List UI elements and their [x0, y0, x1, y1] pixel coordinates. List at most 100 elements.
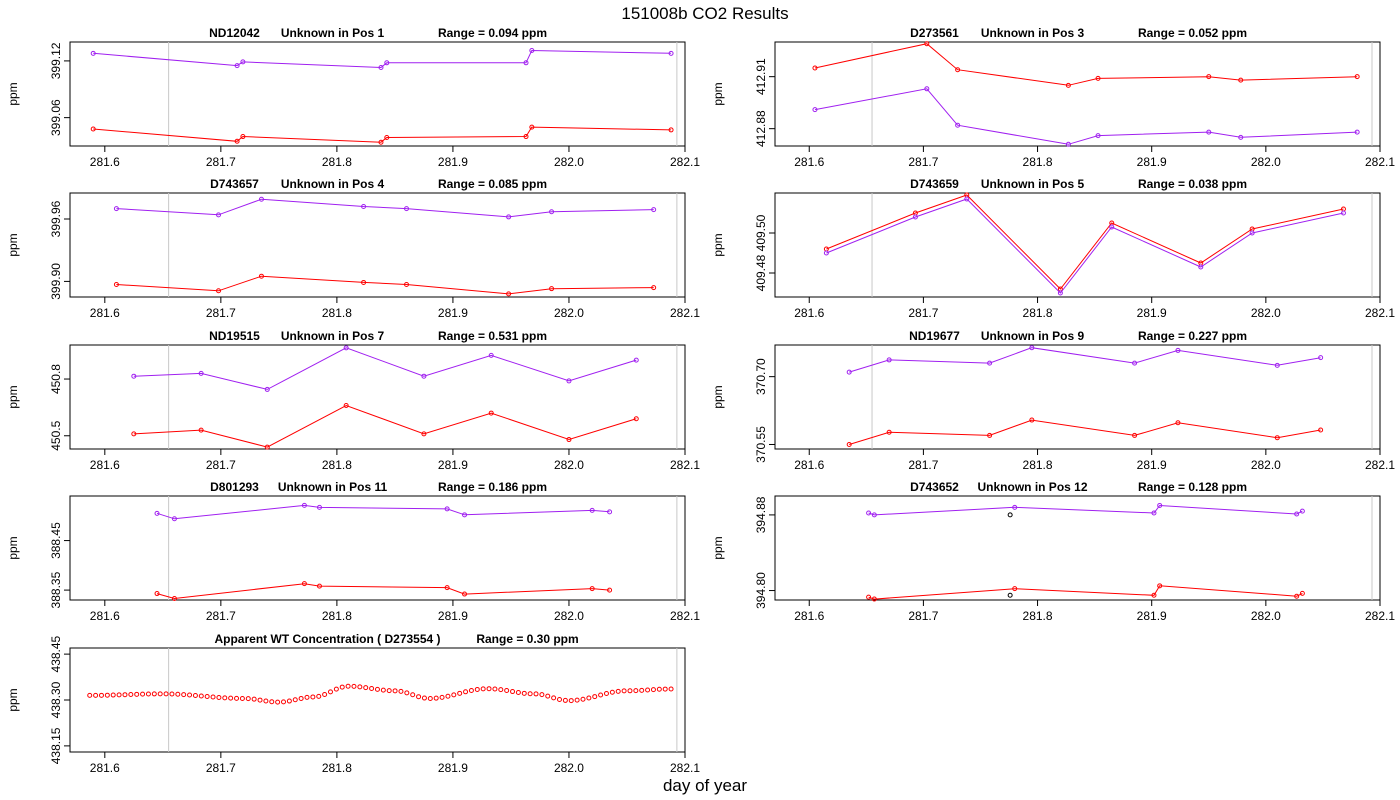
data-point-lower — [633, 416, 639, 422]
panel-frame — [69, 647, 686, 753]
y-tick-label: 450.8 — [49, 364, 63, 394]
data-point-WT — [650, 687, 656, 693]
data-point-WT — [586, 695, 592, 701]
data-point-WT — [357, 684, 363, 690]
data-point-upper — [488, 352, 494, 358]
y-axis-label: ppm — [6, 536, 20, 559]
figure-xlabel: day of year — [663, 776, 747, 795]
data-point-WT — [316, 693, 322, 699]
data-point-lower — [1029, 417, 1035, 423]
series-line-lower — [849, 419, 1321, 445]
panel-1: ND12042 Unknown in Pos 1 Range = 0.094 ppm… — [6, 26, 700, 169]
panel-5: ND19515 Unknown in Pos 7 Range = 0.531 ppm… — [6, 329, 700, 472]
data-point-upper — [1175, 347, 1181, 353]
data-point-lower — [812, 107, 818, 113]
panel-frame — [69, 344, 686, 450]
data-point-WT — [533, 691, 539, 697]
data-point-WT — [116, 692, 122, 698]
x-tick-label: 282.0 — [554, 458, 584, 472]
y-tick-label: 370.70 — [754, 358, 768, 395]
panel-2-title-range: Range = 0.052 ppm — [1138, 26, 1247, 40]
data-point-WT — [98, 692, 104, 698]
data-point-WT — [134, 691, 140, 697]
data-point-lower — [1012, 586, 1018, 592]
panel-8-title-range: Range = 0.128 ppm — [1138, 480, 1247, 494]
series-line-lower — [133, 404, 637, 448]
data-point-lower — [1340, 210, 1346, 216]
x-tick-label: 282.1 — [670, 306, 700, 320]
data-point-WT — [210, 694, 216, 700]
x-tick-label: 282.0 — [554, 155, 584, 169]
data-point-WT — [234, 695, 240, 701]
data-point-WT — [639, 687, 645, 693]
data-point-lower — [987, 432, 993, 438]
data-point-WT — [269, 699, 275, 705]
y-tick-label: 438.30 — [49, 681, 63, 718]
y-tick-label: 438.45 — [49, 635, 63, 672]
data-point-upper — [444, 506, 450, 512]
x-tick-label: 282.1 — [670, 155, 700, 169]
data-point-lower — [216, 288, 222, 294]
panel-frame — [69, 495, 686, 601]
panel-7-title-pos: Unknown in Pos 11 — [278, 480, 388, 494]
data-point-lower — [1206, 129, 1212, 135]
data-point-lower — [171, 596, 177, 602]
data-point-upper — [404, 206, 410, 212]
x-tick-label: 281.6 — [90, 155, 120, 169]
data-point-WT — [615, 688, 621, 694]
data-point-WT — [110, 692, 116, 698]
data-point-WT — [310, 694, 316, 700]
series-line-upper — [133, 347, 637, 390]
data-point-upper — [1294, 511, 1300, 517]
data-point-lower — [404, 282, 410, 288]
panel-3-title-range: Range = 0.085 ppm — [438, 177, 547, 191]
data-point-WT — [192, 692, 198, 698]
y-axis-label: ppm — [6, 233, 20, 256]
data-point-lower — [131, 431, 137, 437]
data-point-WT — [239, 695, 245, 701]
data-point-WT — [369, 686, 375, 692]
data-point-WT — [515, 690, 521, 696]
data-point-upper — [1318, 355, 1324, 361]
data-point-WT — [562, 697, 568, 703]
data-point-upper — [924, 41, 930, 47]
data-point-WT — [327, 689, 333, 695]
data-point-lower — [549, 286, 555, 292]
data-point-WT — [668, 686, 674, 692]
data-point-lower — [1095, 133, 1101, 139]
data-point-upper — [1095, 75, 1101, 81]
panel-2: D273561 Unknown in Pos 3 Range = 0.052 ppm… — [711, 26, 1395, 169]
data-point-WT — [169, 691, 175, 697]
data-point-WT — [181, 692, 187, 698]
data-point-lower — [607, 587, 613, 593]
panel-2-title-pos: Unknown in Pos 3 — [981, 26, 1085, 40]
x-tick-label: 281.8 — [322, 155, 352, 169]
y-tick-label: 399.12 — [49, 42, 63, 79]
x-tick-label: 281.6 — [90, 458, 120, 472]
data-point-upper — [1206, 74, 1212, 80]
x-tick-label: 282.0 — [1251, 609, 1281, 623]
data-point-WT — [93, 692, 99, 698]
data-point-lower — [1175, 420, 1181, 426]
data-point-lower — [1057, 290, 1063, 296]
data-point-WT — [140, 691, 146, 697]
series-line-lower — [868, 585, 1303, 600]
data-point-lower — [240, 134, 246, 140]
panel-8: D743652 Unknown in Pos 12 Range = 0.128 pp… — [711, 480, 1395, 623]
x-tick-label: 281.8 — [322, 458, 352, 472]
data-point-WT — [128, 691, 134, 697]
data-point-WT — [292, 697, 298, 703]
data-point-upper — [90, 50, 96, 56]
data-point-lower — [1318, 427, 1324, 433]
data-point-lower — [1157, 583, 1163, 589]
panels: ND12042 Unknown in Pos 1 Range = 0.094 ppm… — [6, 26, 1395, 775]
data-point-WT — [222, 695, 228, 701]
figure-title: 151008b CO2 Results — [621, 4, 788, 23]
data-point-WT — [245, 696, 251, 702]
data-point-WT — [345, 683, 351, 689]
x-tick-label: 281.8 — [322, 761, 352, 775]
panel-frame — [774, 41, 1381, 147]
x-tick-label: 281.9 — [1137, 155, 1167, 169]
x-tick-label: 281.7 — [206, 306, 236, 320]
panel-2-title-id: D273561 — [910, 26, 959, 40]
